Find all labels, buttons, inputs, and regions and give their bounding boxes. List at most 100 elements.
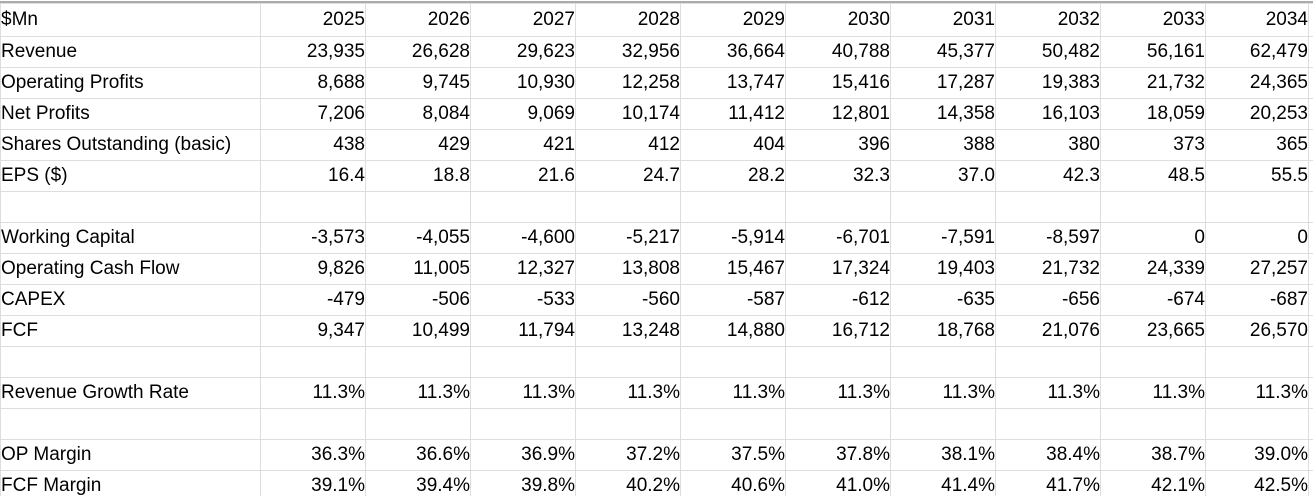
row-label-cell[interactable]: Operating Profits [1, 68, 261, 99]
value-cell[interactable]: 21.6 [471, 161, 576, 192]
value-cell[interactable]: 16.4 [261, 161, 366, 192]
year-cell[interactable]: 2032 [996, 4, 1101, 37]
value-cell[interactable]: -5,217 [576, 223, 681, 254]
value-cell[interactable] [471, 409, 576, 440]
value-cell[interactable] [786, 347, 891, 378]
value-cell[interactable] [576, 192, 681, 223]
value-cell[interactable] [261, 409, 366, 440]
value-cell[interactable]: 55.5 [1206, 161, 1309, 192]
value-cell[interactable]: 19,403 [891, 254, 996, 285]
value-cell[interactable]: 13,248 [576, 316, 681, 347]
value-cell[interactable]: 21,076 [996, 316, 1101, 347]
value-cell[interactable]: 21,732 [996, 254, 1101, 285]
value-cell[interactable]: 438 [261, 130, 366, 161]
value-cell[interactable]: -6,701 [786, 223, 891, 254]
value-cell[interactable]: 12,327 [471, 254, 576, 285]
value-cell[interactable]: -506 [366, 285, 471, 316]
value-cell[interactable] [1206, 409, 1309, 440]
value-cell[interactable] [1206, 192, 1309, 223]
value-cell[interactable]: 62,479 [1206, 37, 1309, 68]
value-cell[interactable]: 27,257 [1206, 254, 1309, 285]
value-cell[interactable]: -635 [891, 285, 996, 316]
value-cell[interactable]: -560 [576, 285, 681, 316]
value-cell[interactable]: -4,055 [366, 223, 471, 254]
value-cell[interactable]: 42.5% [1206, 471, 1309, 497]
value-cell[interactable]: 429 [366, 130, 471, 161]
row-label-cell[interactable]: Net Profits [1, 99, 261, 130]
value-cell[interactable]: 42.1% [1101, 471, 1206, 497]
value-cell[interactable]: -8,597 [996, 223, 1101, 254]
value-cell[interactable] [891, 192, 996, 223]
row-label-cell[interactable]: Shares Outstanding (basic) [1, 130, 261, 161]
value-cell[interactable]: 45,377 [891, 37, 996, 68]
year-cell[interactable]: 2028 [576, 4, 681, 37]
value-cell[interactable]: 36,664 [681, 37, 786, 68]
value-cell[interactable]: 12,258 [576, 68, 681, 99]
value-cell[interactable]: 11.3% [261, 378, 366, 409]
value-cell[interactable] [891, 409, 996, 440]
value-cell[interactable]: 11.3% [1101, 378, 1206, 409]
value-cell[interactable]: 24,365 [1206, 68, 1309, 99]
value-cell[interactable]: 10,930 [471, 68, 576, 99]
value-cell[interactable]: 12,801 [786, 99, 891, 130]
year-cell[interactable]: 2031 [891, 4, 996, 37]
value-cell[interactable]: -5,914 [681, 223, 786, 254]
value-cell[interactable]: 9,069 [471, 99, 576, 130]
value-cell[interactable]: -4,600 [471, 223, 576, 254]
value-cell[interactable]: 8,084 [366, 99, 471, 130]
value-cell[interactable]: 16,103 [996, 99, 1101, 130]
value-cell[interactable]: 36.6% [366, 440, 471, 471]
value-cell[interactable] [576, 347, 681, 378]
value-cell[interactable]: 365 [1206, 130, 1309, 161]
value-cell[interactable] [786, 192, 891, 223]
row-label-cell[interactable]: Revenue Growth Rate [1, 378, 261, 409]
value-cell[interactable]: 13,747 [681, 68, 786, 99]
value-cell[interactable]: 32.3 [786, 161, 891, 192]
year-cell[interactable]: 2034 [1206, 4, 1309, 37]
value-cell[interactable]: 18,059 [1101, 99, 1206, 130]
value-cell[interactable] [1206, 347, 1309, 378]
value-cell[interactable]: 7,206 [261, 99, 366, 130]
value-cell[interactable]: 388 [891, 130, 996, 161]
row-label-cell[interactable] [1, 347, 261, 378]
value-cell[interactable]: 41.7% [996, 471, 1101, 497]
value-cell[interactable]: 36.9% [471, 440, 576, 471]
value-cell[interactable] [471, 192, 576, 223]
value-cell[interactable]: 32,956 [576, 37, 681, 68]
year-cell[interactable]: 2030 [786, 4, 891, 37]
value-cell[interactable]: 11.3% [996, 378, 1101, 409]
value-cell[interactable]: 40,788 [786, 37, 891, 68]
value-cell[interactable] [786, 409, 891, 440]
value-cell[interactable]: -479 [261, 285, 366, 316]
value-cell[interactable]: 9,826 [261, 254, 366, 285]
value-cell[interactable]: 37.2% [576, 440, 681, 471]
value-cell[interactable]: 15,467 [681, 254, 786, 285]
value-cell[interactable]: 23,935 [261, 37, 366, 68]
value-cell[interactable]: 373 [1101, 130, 1206, 161]
value-cell[interactable]: 16,712 [786, 316, 891, 347]
value-cell[interactable] [366, 192, 471, 223]
value-cell[interactable]: 412 [576, 130, 681, 161]
value-cell[interactable]: 42.3 [996, 161, 1101, 192]
value-cell[interactable]: -687 [1206, 285, 1309, 316]
value-cell[interactable]: -7,591 [891, 223, 996, 254]
year-cell[interactable]: 2026 [366, 4, 471, 37]
value-cell[interactable]: -587 [681, 285, 786, 316]
value-cell[interactable]: 24.7 [576, 161, 681, 192]
value-cell[interactable]: 0 [1101, 223, 1206, 254]
row-label-cell[interactable]: Working Capital [1, 223, 261, 254]
value-cell[interactable] [681, 347, 786, 378]
value-cell[interactable]: 39.1% [261, 471, 366, 497]
value-cell[interactable]: 18.8 [366, 161, 471, 192]
row-label-cell[interactable]: OP Margin [1, 440, 261, 471]
value-cell[interactable]: 50,482 [996, 37, 1101, 68]
year-cell[interactable]: 2025 [261, 4, 366, 37]
value-cell[interactable]: 40.2% [576, 471, 681, 497]
value-cell[interactable] [996, 347, 1101, 378]
value-cell[interactable] [681, 192, 786, 223]
value-cell[interactable]: 39.4% [366, 471, 471, 497]
year-cell[interactable]: 2029 [681, 4, 786, 37]
row-label-cell[interactable] [1, 409, 261, 440]
value-cell[interactable]: 29,623 [471, 37, 576, 68]
value-cell[interactable]: 28.2 [681, 161, 786, 192]
